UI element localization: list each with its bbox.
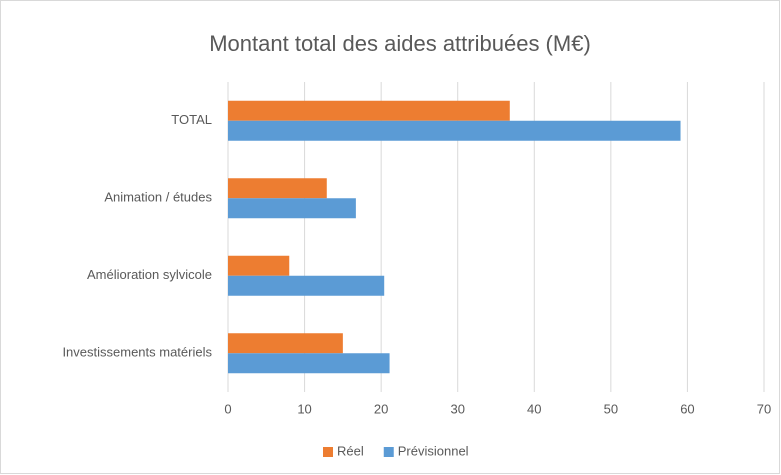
- x-tick-label: 50: [604, 401, 618, 416]
- bar: [228, 100, 510, 121]
- x-tick-label: 70: [757, 401, 771, 416]
- legend-label: Réel: [337, 443, 364, 458]
- x-tick-label: 40: [527, 401, 541, 416]
- legend-swatch: [323, 447, 333, 457]
- x-tick-label: 0: [224, 401, 231, 416]
- bar: [228, 120, 681, 141]
- legend-label: Prévisionnel: [398, 443, 469, 458]
- y-tick-label: Investissements matériels: [62, 345, 212, 360]
- bar: [228, 255, 290, 276]
- bar: [228, 333, 343, 354]
- bar: [228, 275, 385, 296]
- bar: [228, 198, 356, 219]
- y-tick-label: TOTAL: [171, 112, 212, 127]
- x-tick-label: 30: [450, 401, 464, 416]
- x-tick-label: 60: [680, 401, 694, 416]
- chart-title: Montant total des aides attribuées (M€): [209, 31, 591, 56]
- bar: [228, 353, 390, 374]
- legend-swatch: [383, 447, 394, 457]
- x-tick-label: 10: [297, 401, 311, 416]
- y-tick-label: Animation / études: [104, 190, 212, 205]
- bar: [228, 178, 327, 199]
- x-tick-label: 20: [374, 401, 388, 416]
- y-tick-label: Amélioration sylvicole: [87, 267, 212, 282]
